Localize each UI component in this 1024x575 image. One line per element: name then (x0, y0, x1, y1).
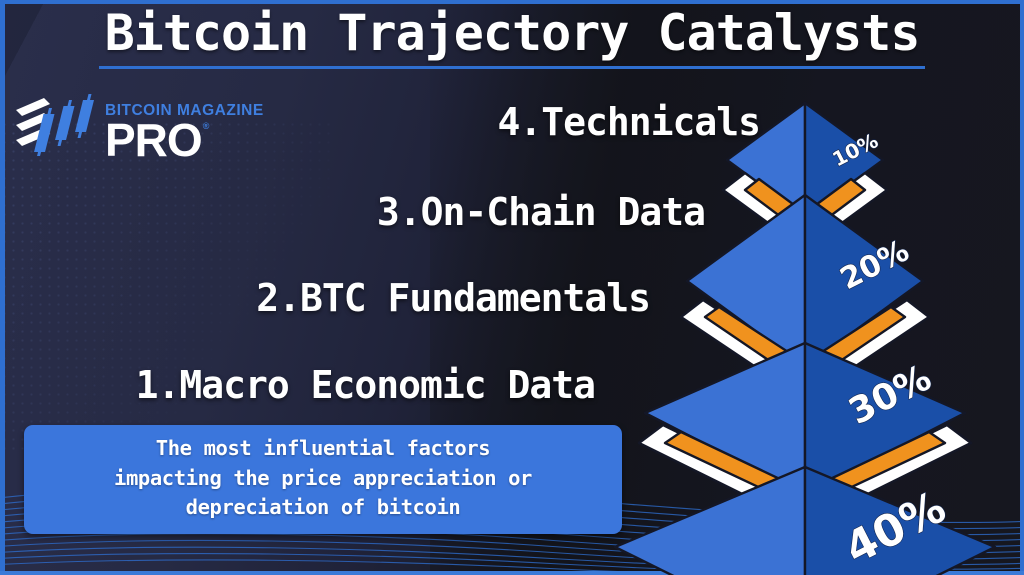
brand-main-word: PRO (105, 113, 203, 166)
border-left (0, 0, 5, 575)
tier-label-list: 4.Technicals 3.On-Chain Data 2.BTC Funda… (0, 98, 780, 407)
tier-label-2: 2.BTC Fundamentals (256, 276, 651, 320)
pyramid-chart: 10% 20% 30% 40% (585, 95, 1024, 575)
page-title: Bitcoin Trajectory Catalysts (98, 6, 926, 69)
border-bottom (0, 571, 1024, 575)
registered-mark-icon: ® (202, 120, 210, 131)
tier-label-1: 1.Macro Economic Data (135, 363, 596, 407)
brand-wordmark: BITCOIN MAGAZINE PRO ® (105, 102, 264, 166)
page-title-container: Bitcoin Trajectory Catalysts (0, 6, 1024, 69)
background-dot-pattern (0, 120, 330, 450)
border-right (1020, 0, 1024, 575)
caption-line-1: The most influential factors (155, 436, 491, 460)
tier-label-4: 4.Technicals (497, 100, 761, 144)
tier-label-3: 3.On-Chain Data (376, 190, 706, 234)
brand-logo: BITCOIN MAGAZINE PRO ® (14, 92, 264, 166)
candlestick-bars-logo-icon (16, 94, 95, 156)
pyramid-tier-1 (613, 465, 997, 575)
caption-line-3: depreciation of bitcoin (185, 495, 461, 520)
brand-top-line: BITCOIN MAGAZINE (105, 102, 264, 120)
caption-line-2: impacting the price appreciation or (114, 465, 532, 490)
caption-box: The most influential factors impacting t… (24, 425, 622, 535)
border-top (0, 0, 1024, 4)
